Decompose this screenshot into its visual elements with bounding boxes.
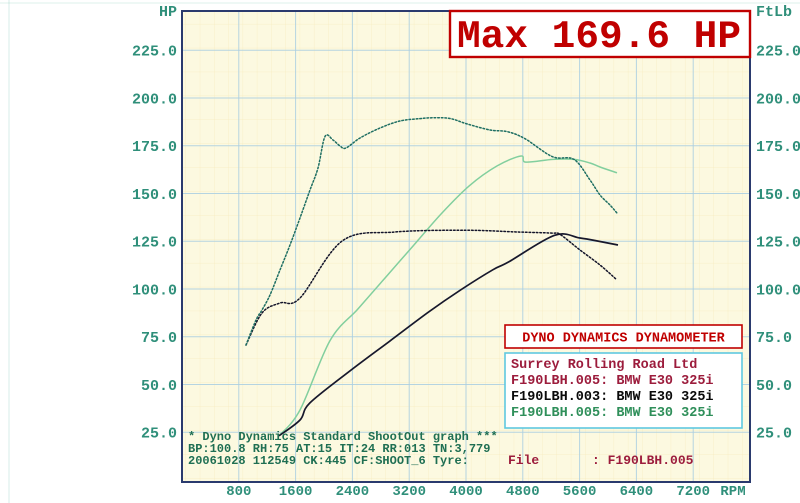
- svg-text:25.0: 25.0: [141, 426, 177, 443]
- svg-text:F190LBH.005: BMW E30 325i: F190LBH.005: BMW E30 325i: [511, 374, 714, 389]
- svg-text:25.0: 25.0: [756, 426, 792, 443]
- svg-text:225.0: 225.0: [756, 44, 800, 61]
- svg-text:175.0: 175.0: [132, 139, 177, 156]
- svg-text:20061028 112549 CK:445 CF:SHOO: 20061028 112549 CK:445 CF:SHOOT_6 Tyre:: [188, 454, 469, 468]
- svg-text:4000: 4000: [449, 484, 483, 500]
- svg-text:4800: 4800: [506, 484, 540, 500]
- svg-text:FtLb: FtLb: [756, 4, 792, 21]
- svg-text:Max 169.6 HP: Max 169.6 HP: [457, 15, 741, 59]
- svg-text:50.0: 50.0: [141, 378, 177, 395]
- svg-text:100.0: 100.0: [756, 282, 800, 299]
- svg-text:HP: HP: [159, 4, 177, 21]
- svg-text:150.0: 150.0: [132, 187, 177, 204]
- svg-text:175.0: 175.0: [756, 139, 800, 156]
- svg-text:RPM: RPM: [720, 484, 745, 500]
- svg-text:DYNO DYNAMICS DYNAMOMETER: DYNO DYNAMICS DYNAMOMETER: [522, 332, 725, 347]
- svg-text:F190LBH.005: BMW E30 325i: F190LBH.005: BMW E30 325i: [511, 406, 714, 421]
- svg-text:50.0: 50.0: [756, 378, 792, 395]
- svg-text:5600: 5600: [563, 484, 597, 500]
- svg-text:Surrey Rolling Road Ltd: Surrey Rolling Road Ltd: [511, 358, 697, 373]
- svg-text:: F190LBH.005: : F190LBH.005: [592, 453, 694, 468]
- svg-text:800: 800: [226, 484, 251, 500]
- svg-text:75.0: 75.0: [756, 330, 792, 347]
- svg-text:75.0: 75.0: [141, 330, 177, 347]
- svg-text:2400: 2400: [336, 484, 370, 500]
- svg-text:7200: 7200: [676, 484, 710, 500]
- svg-text:F190LBH.003: BMW E30 325i: F190LBH.003: BMW E30 325i: [511, 390, 714, 405]
- svg-text:150.0: 150.0: [756, 187, 800, 204]
- svg-text:100.0: 100.0: [132, 282, 177, 299]
- svg-text:1600: 1600: [279, 484, 313, 500]
- svg-text:125.0: 125.0: [756, 235, 800, 252]
- svg-text:6400: 6400: [620, 484, 654, 500]
- svg-text:200.0: 200.0: [132, 91, 177, 108]
- svg-text:3200: 3200: [392, 484, 426, 500]
- svg-text:125.0: 125.0: [132, 235, 177, 252]
- svg-text:File: File: [508, 453, 539, 468]
- svg-text:200.0: 200.0: [756, 91, 800, 108]
- svg-text:225.0: 225.0: [132, 44, 177, 61]
